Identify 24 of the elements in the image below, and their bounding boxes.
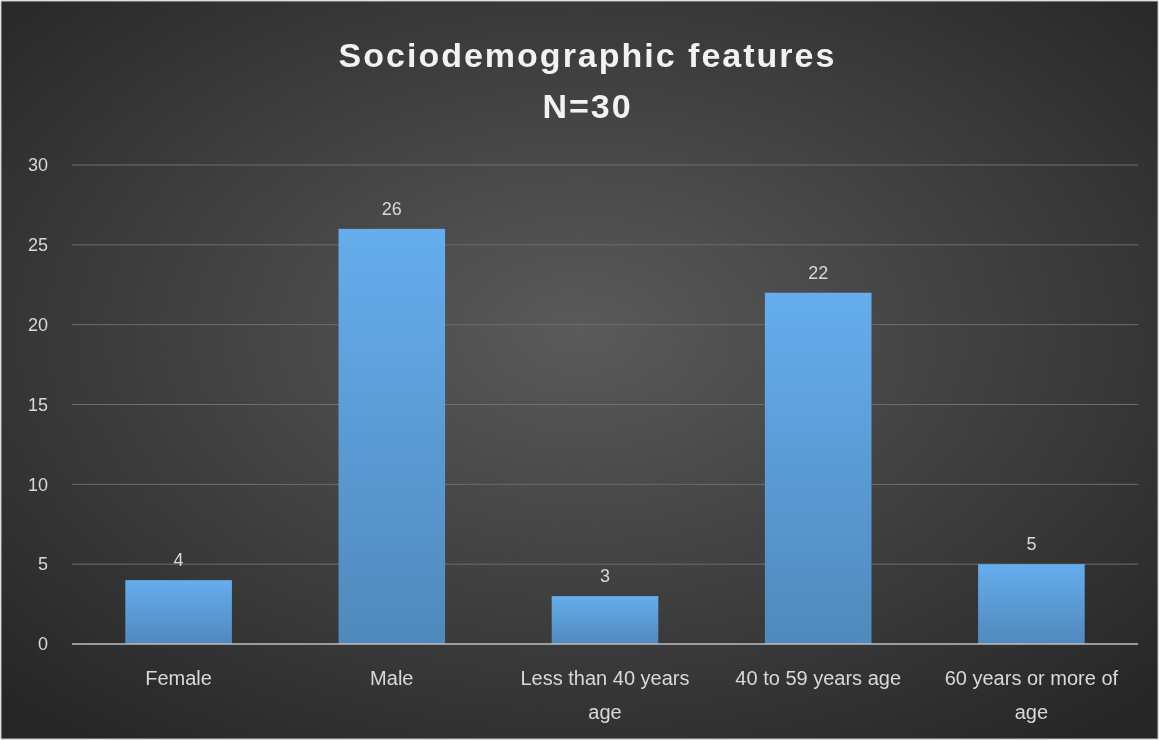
y-tick-label: 5: [37, 554, 48, 575]
y-tick-label: 15: [27, 394, 48, 415]
y-tick-label: 10: [27, 474, 48, 495]
bar: [338, 228, 446, 644]
bar: [125, 580, 232, 644]
bar: [551, 596, 659, 644]
y-tick-label: 30: [27, 155, 48, 176]
chart-title: Sociodemographic features: [338, 36, 837, 74]
data-label: 3: [599, 566, 611, 587]
data-label: 26: [381, 198, 402, 219]
x-tick-label: 60 years or more of age: [944, 667, 1119, 723]
y-tick-label: 0: [37, 634, 48, 655]
x-tick-label: Male: [370, 667, 414, 689]
data-label: 22: [808, 262, 829, 283]
bar: [978, 564, 1085, 644]
y-tick-label: 25: [27, 235, 48, 256]
y-tick-label: 20: [27, 314, 48, 335]
chart-subtitle: N=30: [542, 87, 633, 125]
x-tick-label: Less than 40 years age: [520, 667, 690, 723]
x-tick-label: 40 to 59 years age: [735, 667, 902, 689]
x-tick-label: Female: [145, 667, 212, 689]
bar: [764, 292, 872, 644]
data-label: 4: [173, 550, 184, 571]
data-label: 5: [1026, 534, 1037, 555]
